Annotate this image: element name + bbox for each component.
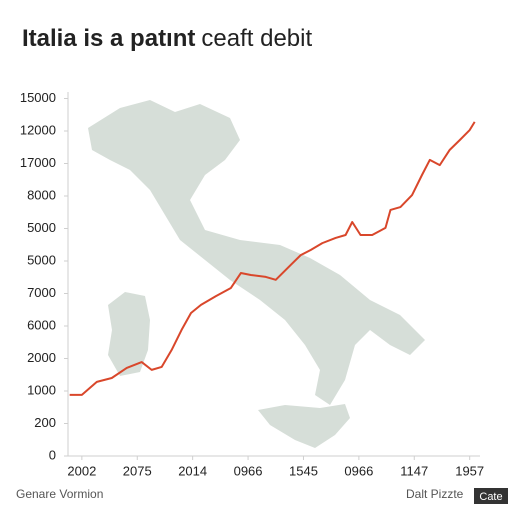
footer-left: Genare Vormion <box>16 487 103 501</box>
chart-title: Italia is a patınt ceaft debit <box>22 25 312 52</box>
x-tick-label: 2075 <box>123 463 152 478</box>
x-tick-label: 1957 <box>455 463 484 478</box>
x-tick-label: 0966 <box>344 463 373 478</box>
map-background <box>88 100 425 448</box>
y-tick-label: 8000 <box>27 187 56 202</box>
data-line <box>69 121 476 396</box>
x-tick-label: 2014 <box>178 463 207 478</box>
y-tick-label: 7000 <box>27 285 56 300</box>
y-tick-label: 17000 <box>20 155 56 170</box>
footer-right: Dalt Pizzte <box>406 487 464 501</box>
footer-badge-bg <box>474 488 508 504</box>
y-tick-label: 5000 <box>27 252 56 267</box>
y-tick-label: 1000 <box>27 382 56 397</box>
title-rest: ceaft debit <box>201 25 312 52</box>
y-tick-label: 0 <box>49 447 56 462</box>
x-tick-label: 2002 <box>67 463 96 478</box>
footer-badge: Cate <box>479 491 502 503</box>
x-tick-label: 1545 <box>289 463 318 478</box>
y-tick-label: 200 <box>34 415 56 430</box>
x-tick-label: 0966 <box>234 463 263 478</box>
y-tick-label: 5000 <box>27 220 56 235</box>
x-tick-label: 1147 <box>400 463 428 478</box>
y-tick-label: 12000 <box>20 122 56 137</box>
y-tick-label: 6000 <box>27 317 56 332</box>
y-tick-label: 15000 <box>20 90 56 105</box>
y-tick-label: 2000 <box>27 350 56 365</box>
title-bold: Italia is a patınt <box>22 25 195 52</box>
